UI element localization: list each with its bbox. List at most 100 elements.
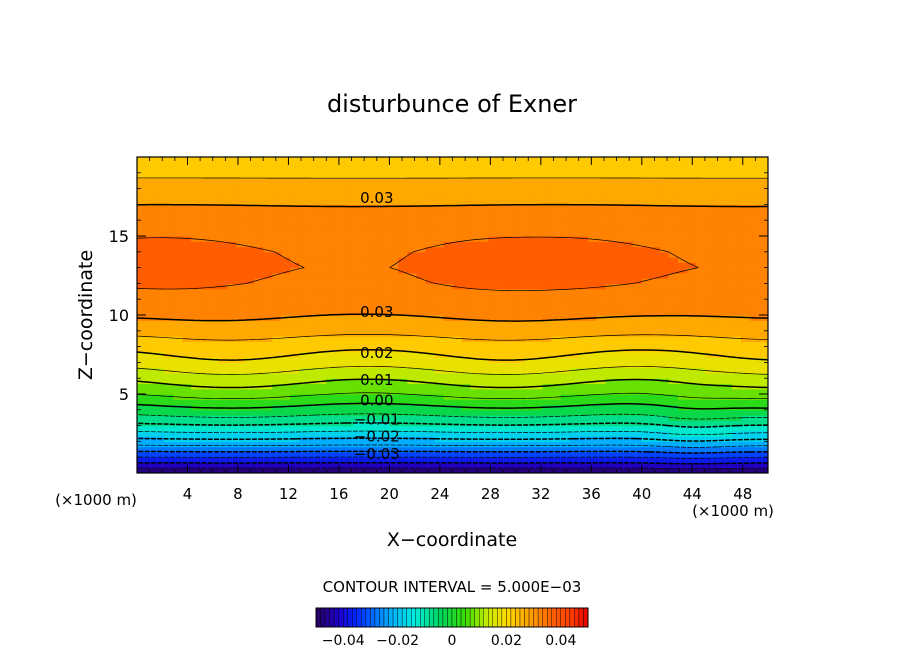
field-cell xyxy=(542,214,553,221)
field-cell xyxy=(362,425,372,432)
field-cell xyxy=(398,367,409,374)
field-cell xyxy=(155,383,165,390)
field-cell xyxy=(632,430,643,437)
field-cell xyxy=(533,167,544,174)
field-cell xyxy=(308,315,318,321)
field-cell xyxy=(398,236,409,242)
field-cell xyxy=(227,225,237,232)
field-cell xyxy=(191,330,201,337)
field-cell xyxy=(281,409,291,416)
field-cell xyxy=(326,441,336,448)
field-cell xyxy=(173,330,183,337)
field-cell xyxy=(749,225,760,232)
field-cell xyxy=(659,299,670,306)
field-cell xyxy=(578,425,589,432)
field-cell xyxy=(164,299,174,306)
field-cell xyxy=(146,436,156,442)
field-cell xyxy=(443,446,454,453)
field-cell xyxy=(299,299,309,306)
field-cell xyxy=(173,157,183,163)
field-cell xyxy=(263,320,273,327)
field-cell xyxy=(434,257,445,263)
field-cell xyxy=(542,299,553,306)
field-cell xyxy=(398,462,409,469)
field-cell xyxy=(317,267,327,274)
field-cell xyxy=(254,188,264,195)
field-cell xyxy=(668,346,679,353)
field-cell xyxy=(578,267,589,274)
field-cell xyxy=(722,230,733,237)
field-cell xyxy=(398,383,409,390)
field-cell xyxy=(443,341,454,348)
field-cell xyxy=(245,415,255,421)
field-cell xyxy=(551,362,562,369)
field-cell xyxy=(407,346,418,353)
field-cell xyxy=(326,204,336,211)
field-cell xyxy=(488,178,499,184)
field-cell xyxy=(578,383,589,390)
field-cell xyxy=(479,336,490,342)
field-cell xyxy=(452,409,463,416)
field-cell xyxy=(182,330,192,337)
field-cell xyxy=(308,246,318,253)
field-cell xyxy=(218,236,228,242)
field-cell xyxy=(317,262,327,269)
field-cell xyxy=(668,457,679,464)
field-cell xyxy=(542,362,553,369)
field-cell xyxy=(587,204,598,211)
field-cell xyxy=(236,230,246,237)
field-cell xyxy=(470,362,481,369)
field-cell xyxy=(578,241,589,248)
field-cell xyxy=(731,336,742,342)
field-cell xyxy=(182,372,192,379)
field-cell xyxy=(371,236,381,242)
field-cell xyxy=(317,178,327,184)
field-cell xyxy=(668,167,679,174)
field-cell xyxy=(578,320,589,327)
field-cell xyxy=(335,436,345,442)
field-cell xyxy=(452,220,463,227)
field-cell xyxy=(380,467,390,473)
colorbar-swatch xyxy=(397,607,403,628)
field-cell xyxy=(731,293,742,300)
field-cell xyxy=(758,399,768,406)
field-cell xyxy=(452,299,463,306)
field-cell xyxy=(740,325,751,332)
field-cell xyxy=(452,457,463,464)
field-cell xyxy=(380,457,390,464)
field-cell xyxy=(578,157,589,163)
field-cell xyxy=(704,436,715,442)
field-cell xyxy=(218,299,228,306)
field-cell xyxy=(506,162,517,169)
field-cell xyxy=(470,430,481,437)
colorbar-swatch xyxy=(506,607,512,628)
field-cell xyxy=(713,383,724,390)
field-cell xyxy=(164,415,174,421)
field-cell xyxy=(290,188,300,195)
field-cell xyxy=(389,183,400,190)
field-cell xyxy=(659,309,670,316)
field-cell xyxy=(245,183,255,190)
field-cell xyxy=(614,404,625,411)
field-cell xyxy=(434,225,445,232)
field-cell xyxy=(299,309,309,316)
colorbar-swatch xyxy=(420,607,425,628)
field-cell xyxy=(308,457,318,464)
field-cell xyxy=(191,420,201,427)
field-cell xyxy=(731,436,742,442)
field-cell xyxy=(245,372,255,379)
field-cell xyxy=(371,267,381,274)
field-cell xyxy=(452,336,463,342)
field-cell xyxy=(182,388,192,395)
field-cell xyxy=(344,394,354,400)
field-cell xyxy=(200,446,210,453)
field-cell xyxy=(650,199,661,205)
field-cell xyxy=(506,446,517,453)
field-cell xyxy=(596,430,607,437)
colorbar-swatch xyxy=(315,607,321,628)
field-cell xyxy=(497,325,508,332)
field-cell xyxy=(713,446,724,453)
field-cell xyxy=(605,394,616,400)
field-cell xyxy=(308,336,318,342)
field-cell xyxy=(362,357,372,363)
